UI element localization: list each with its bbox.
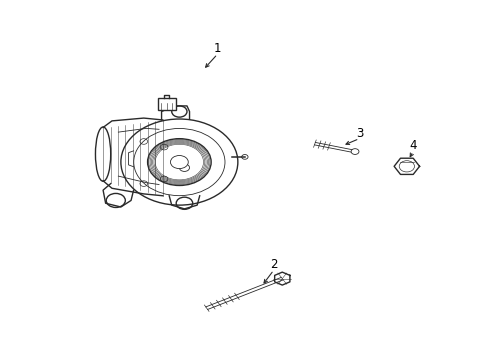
FancyBboxPatch shape bbox=[158, 98, 175, 110]
Text: 3: 3 bbox=[355, 127, 363, 140]
Circle shape bbox=[170, 156, 188, 168]
Text: 1: 1 bbox=[213, 42, 221, 55]
Circle shape bbox=[350, 149, 358, 154]
Text: 2: 2 bbox=[269, 258, 277, 271]
Text: 4: 4 bbox=[408, 139, 416, 152]
